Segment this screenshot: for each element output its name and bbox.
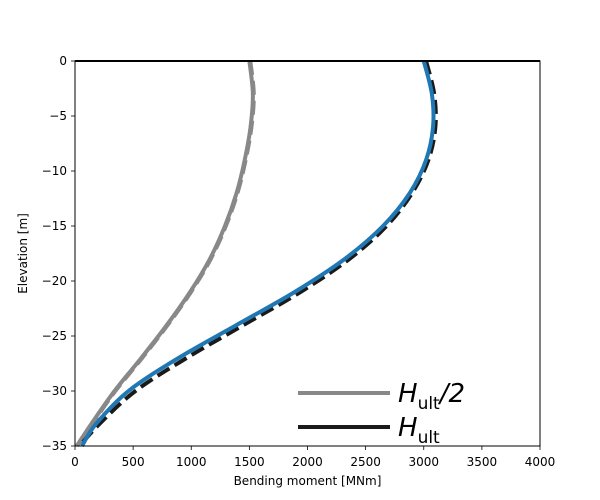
legend-label-half: Hult/2 [398,379,465,414]
legend: Hult/2 Hult [298,379,465,448]
legend-label-full-sub: ult [418,428,440,448]
y-axis-label: Elevation [m] [16,213,30,294]
legend-label-full-main: H [398,413,418,443]
y-tick-label: −30 [42,384,67,398]
y-tick-label: 0 [59,54,67,68]
x-tick-label: 500 [122,455,145,469]
x-tick-label: 3500 [467,455,498,469]
x-tick-label: 1000 [176,455,207,469]
x-tick-label: 2500 [350,455,381,469]
x-tick-label: 3000 [408,455,439,469]
legend-label-half-sub: ult [418,394,440,414]
y-tick-label: −5 [49,109,67,123]
ticks-layer: 0 500 1000 1500 2000 2500 3000 3500 4000 0 −5 −10 −1… [42,54,556,469]
y-tick-label: −15 [42,219,67,233]
y-tick-label: −20 [42,274,67,288]
series-layer [75,60,438,448]
x-tick-label: 0 [71,455,79,469]
legend-label-half-suffix: /2 [438,379,465,409]
x-tick-label: 1500 [234,455,265,469]
x-axis-label: Bending moment [MNm] [234,474,382,488]
legend-label-full: Hult [398,413,440,448]
x-tick-label: 2000 [292,455,323,469]
y-tick-label: −25 [42,329,67,343]
legend-entry-half: Hult/2 [298,379,465,414]
series-line-2 [78,60,438,448]
y-tick-label: −10 [42,164,67,178]
series-line-1 [75,60,255,448]
x-tick-label: 4000 [525,455,556,469]
series-line-3 [80,60,436,448]
legend-label-half-main: H [398,379,418,409]
plot-frame [74,60,541,447]
legend-entry-full: Hult [298,413,440,448]
y-tick-label: −35 [42,439,67,453]
series-line-0 [75,60,256,447]
